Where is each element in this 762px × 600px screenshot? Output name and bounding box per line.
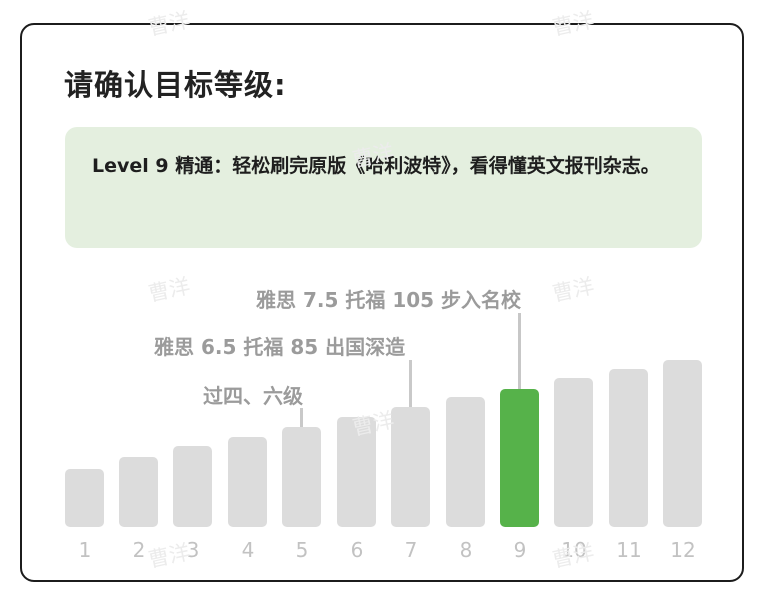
level-bar-4[interactable]: [228, 437, 267, 527]
level-label-10[interactable]: 10: [561, 538, 587, 562]
level-bar-10[interactable]: [554, 378, 593, 527]
level-label-9[interactable]: 9: [513, 538, 527, 562]
level-bar-12[interactable]: [663, 360, 702, 527]
level-label-3[interactable]: 3: [186, 538, 200, 562]
level-bar-8[interactable]: [446, 397, 485, 527]
level-bar-7[interactable]: [391, 407, 430, 527]
page-title: 请确认目标等级:: [64, 68, 287, 102]
annotation-level-5: 过四、六级: [203, 384, 303, 408]
annotation-leader-level-9: [518, 313, 521, 390]
level-label-12[interactable]: 12: [670, 538, 696, 562]
level-bar-9-selected[interactable]: [500, 389, 539, 527]
level-label-2[interactable]: 2: [132, 538, 146, 562]
annotation-level-9: 雅思 7.5 托福 105 步入名校: [256, 288, 522, 312]
level-description-box: Level 9 精通：轻松刷完原版《哈利波特》，看得懂英文报刊杂志。: [65, 127, 702, 248]
level-label-4[interactable]: 4: [241, 538, 255, 562]
level-label-11[interactable]: 11: [616, 538, 642, 562]
level-bar-11[interactable]: [609, 369, 648, 527]
level-bar-5[interactable]: [282, 427, 321, 527]
level-bar-3[interactable]: [173, 446, 212, 527]
level-label-8[interactable]: 8: [459, 538, 473, 562]
annotation-level-7: 雅思 6.5 托福 85 出国深造: [154, 335, 406, 359]
level-bar-2[interactable]: [119, 457, 158, 527]
level-label-7[interactable]: 7: [404, 538, 418, 562]
level-bar-6[interactable]: [337, 417, 376, 527]
level-label-1[interactable]: 1: [78, 538, 92, 562]
level-bar-1[interactable]: [65, 469, 104, 527]
level-label-5[interactable]: 5: [295, 538, 309, 562]
annotation-leader-level-7: [409, 360, 412, 407]
level-description-text: Level 9 精通：轻松刷完原版《哈利波特》，看得懂英文报刊杂志。: [92, 155, 660, 177]
annotation-leader-level-5: [300, 408, 303, 428]
level-label-6[interactable]: 6: [350, 538, 364, 562]
